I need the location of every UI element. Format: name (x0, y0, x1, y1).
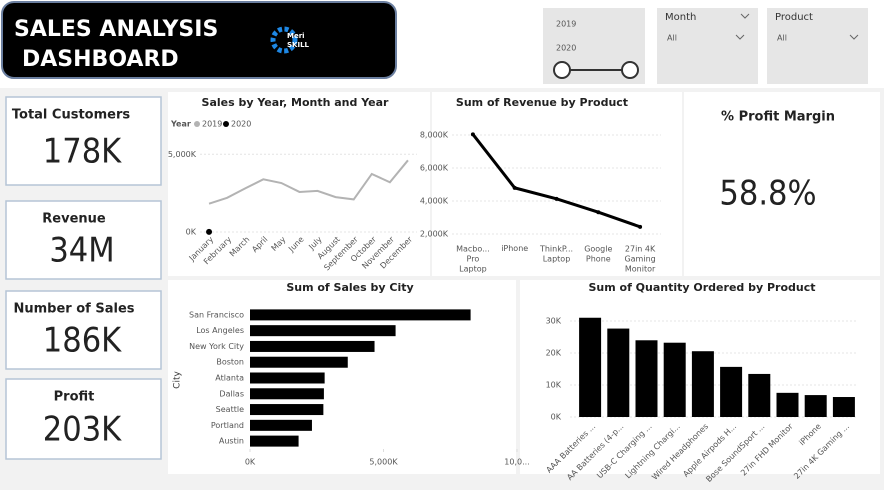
y-tick-label: 8,000K (420, 130, 449, 139)
point (638, 224, 643, 229)
y-tick-label: Seattle (216, 405, 244, 414)
x-tick-label: 10,0... (504, 458, 529, 467)
card-label: Revenue (42, 212, 106, 227)
legend-title: Year (170, 120, 191, 129)
y-tick-label: 0K (186, 228, 197, 237)
panel (168, 92, 430, 276)
card-label: Total Customers (12, 108, 130, 123)
logo-text: Meri (287, 32, 305, 40)
kpi-title: % Profit Margin (721, 110, 835, 125)
bar (748, 373, 771, 417)
bar (250, 325, 396, 337)
title: DASHBOARD (22, 47, 179, 72)
y-tick-label: Portland (211, 421, 244, 430)
y-tick-label: New York City (189, 342, 244, 351)
y-tick-label: Dallas (219, 389, 244, 398)
point (596, 210, 601, 215)
title: SALES ANALYSIS (14, 17, 218, 42)
x-tick-label: 5,000K (369, 458, 398, 467)
card-value: 186K (43, 321, 122, 361)
card-label: Profit (54, 390, 95, 405)
card-value: 203K (43, 410, 122, 450)
chevron (735, 13, 750, 40)
series-line (208, 159, 409, 205)
x-tick-label: 27in 4K Gaming Monitor (624, 244, 656, 273)
bar (832, 397, 855, 417)
chart-title: Sales by Year, Month and Year (202, 96, 390, 109)
chart-title: Sum of Revenue by Product (456, 96, 628, 109)
point (206, 228, 213, 235)
logo-text: SKILL (287, 41, 310, 49)
y-tick-label: Los Angeles (196, 326, 244, 335)
y-tick-label: 2,000K (420, 229, 449, 238)
bar (250, 419, 312, 431)
chart-title: Sum of Sales by City (286, 281, 413, 294)
bar (607, 328, 630, 417)
bar (250, 356, 348, 368)
axis-title: City (173, 371, 183, 389)
card (5, 96, 162, 186)
bar (579, 317, 602, 417)
bar (804, 395, 827, 417)
slicer-label: Product (775, 12, 813, 23)
panel (432, 92, 682, 276)
card (5, 378, 162, 460)
point (512, 185, 517, 190)
y-tick-label: 5,000K (168, 150, 197, 159)
bar (250, 404, 324, 416)
bar (250, 372, 325, 384)
y-tick-label: 30K (546, 317, 562, 326)
y-tick-label: 20K (546, 349, 562, 358)
slicer-label: Month (665, 12, 696, 23)
y-tick-label: Austin (219, 437, 244, 446)
logo-gear (270, 26, 298, 54)
card (5, 290, 162, 370)
kpi-value: 58.8% (719, 174, 816, 214)
y-tick-label: 6,000K (420, 163, 449, 172)
bar (250, 309, 471, 321)
legend-marker (194, 121, 200, 127)
x-tick-label: ThinkP... Laptop (539, 244, 573, 263)
bar (776, 392, 799, 417)
card-label: Number of Sales (14, 302, 135, 317)
bar (720, 366, 743, 417)
panel (684, 92, 880, 276)
x-tick-label: Google Phone (584, 244, 612, 263)
x-tick-label: 0K (245, 458, 256, 467)
legend-marker (223, 121, 229, 127)
card-value: 178K (43, 132, 122, 172)
y-tick-label: 10K (546, 381, 562, 390)
chevron (849, 34, 859, 40)
product-slicer[interactable] (767, 8, 868, 84)
slicer-value: All (777, 34, 787, 43)
legend-label: 2019 (202, 120, 222, 129)
slicer-value: All (667, 34, 677, 43)
bar (250, 388, 324, 400)
card-value: 34M (49, 231, 114, 271)
chart-title: Sum of Quantity Ordered by Product (588, 281, 815, 294)
title-box (1, 1, 397, 79)
slider-handle[interactable] (553, 61, 571, 79)
bar (250, 340, 375, 352)
bar (635, 340, 658, 417)
y-tick-label: Boston (216, 358, 244, 367)
x-tick-label: iPhone (501, 244, 528, 253)
bar (691, 351, 714, 417)
y-tick-label: San Francisco (189, 310, 244, 319)
y-tick-label: Atlanta (215, 374, 244, 383)
slicer-text: 2019 (556, 20, 576, 29)
legend-label: 2020 (231, 120, 251, 129)
card (5, 200, 162, 280)
slider-handle[interactable] (621, 61, 639, 79)
point (470, 132, 475, 137)
y-tick-label: 0K (551, 413, 562, 422)
y-tick-label: 4,000K (420, 196, 449, 205)
month-slicer[interactable] (657, 8, 758, 84)
point (554, 196, 559, 201)
x-tick-label: Macbo... Pro Laptop (456, 244, 490, 273)
bar (250, 435, 299, 447)
slicer-text: 2020 (556, 44, 576, 53)
bar (663, 342, 686, 417)
